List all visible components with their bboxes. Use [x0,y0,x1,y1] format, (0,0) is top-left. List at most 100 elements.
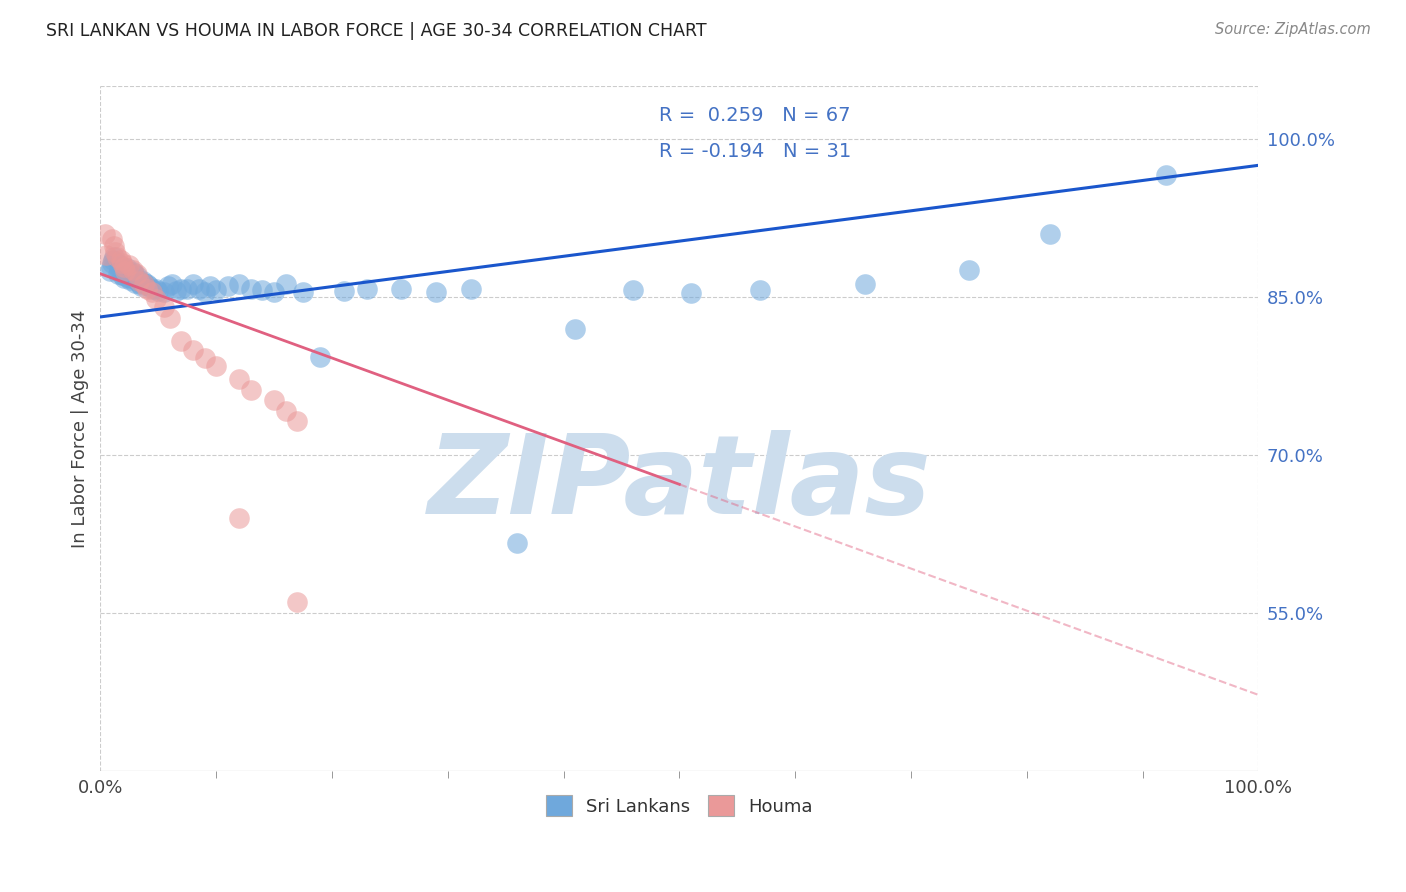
Point [194,351,217,365]
Point [391,281,413,295]
Point [170,334,193,348]
Point [181,343,204,357]
Point [110,253,132,268]
Point [104,244,127,259]
Point [108,258,131,272]
Point [460,281,482,295]
Point [292,285,315,299]
Point [132,274,155,288]
Point [176,281,198,295]
Point [332,284,354,298]
Point [217,279,239,293]
Point [117,263,139,277]
Point [239,383,262,397]
Point [127,268,149,283]
Text: Source: ZipAtlas.com: Source: ZipAtlas.com [1215,22,1371,37]
Point [425,285,447,299]
Point [165,284,187,298]
Point [110,263,132,277]
Point [105,250,128,264]
Legend: Sri Lankans, Houma: Sri Lankans, Houma [538,788,820,823]
Point [153,285,176,299]
Point [118,258,141,272]
Point [114,263,136,277]
Point [621,283,644,297]
Point [131,277,153,291]
Point [205,283,228,297]
Point [506,536,529,550]
Point [159,310,181,325]
Point [129,279,152,293]
Point [111,268,134,282]
Point [309,350,332,364]
Point [228,277,250,292]
Point [125,273,148,287]
Point [749,283,772,297]
Point [239,281,262,295]
Point [127,267,149,281]
Point [145,292,167,306]
Point [181,277,204,292]
Point [141,281,163,295]
Point [103,250,125,264]
Point [194,285,217,299]
Point [121,265,143,279]
Point [103,239,125,253]
Point [285,595,308,609]
Point [564,321,586,335]
Point [100,260,122,275]
Point [263,393,285,408]
Point [135,281,157,295]
Point [205,359,228,374]
Point [356,281,378,295]
Point [228,372,250,386]
Point [101,253,124,268]
Y-axis label: In Labor Force | Age 30-34: In Labor Force | Age 30-34 [72,310,89,548]
Point [160,277,183,292]
Point [120,273,142,287]
Text: ZIPatlas: ZIPatlas [427,430,931,537]
Point [121,262,143,277]
Text: SRI LANKAN VS HOUMA IN LABOR FORCE | AGE 30-34 CORRELATION CHART: SRI LANKAN VS HOUMA IN LABOR FORCE | AGE… [46,22,707,40]
Point [128,274,150,288]
Point [274,277,297,292]
Point [145,281,167,295]
Point [1039,227,1062,241]
Point [122,267,145,281]
Point [274,403,297,417]
Point [114,268,136,283]
Point [957,262,980,277]
Point [101,232,124,246]
Point [679,285,702,300]
Point [187,281,209,295]
Point [107,267,129,281]
Point [853,277,876,292]
Point [118,271,141,285]
Point [101,256,124,270]
Point [156,279,179,293]
Point [252,283,274,297]
Point [200,279,222,293]
Point [121,268,143,283]
Point [134,277,156,291]
Point [115,261,138,276]
Point [111,256,134,270]
Point [141,285,163,299]
Point [94,248,117,262]
Point [263,285,285,299]
Point [112,260,135,275]
Point [112,271,135,285]
Point [1154,168,1177,182]
Point [94,227,117,241]
Point [138,279,160,293]
Point [128,274,150,288]
Text: R =  0.259   N = 67: R = 0.259 N = 67 [658,105,851,125]
Point [228,511,250,525]
Point [108,262,131,277]
Point [128,277,150,292]
Point [148,284,170,298]
Text: R = -0.194   N = 31: R = -0.194 N = 31 [658,142,851,161]
Point [135,277,157,292]
Point [134,277,156,292]
Point [285,414,308,428]
